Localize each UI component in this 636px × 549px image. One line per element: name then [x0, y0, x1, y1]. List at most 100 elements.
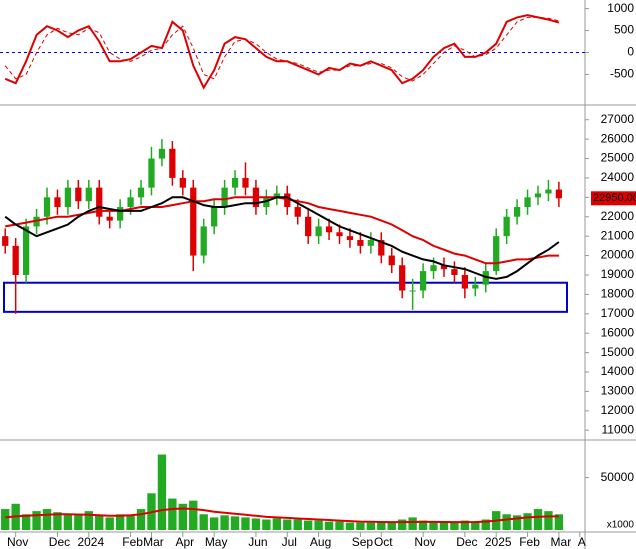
volume-bar	[199, 514, 208, 530]
volume-bar	[387, 521, 396, 530]
volume-bar	[209, 517, 219, 530]
x-tick-label: Nov	[414, 535, 435, 549]
x-tick-label: A	[578, 535, 586, 549]
last-price-box	[591, 191, 636, 206]
candle-body	[75, 187, 82, 202]
candle-body	[430, 265, 437, 272]
volume-bar	[303, 520, 313, 530]
volume-bar	[544, 511, 553, 530]
candle-body	[472, 284, 479, 289]
volume-bar	[230, 516, 240, 530]
volume-bar	[523, 513, 532, 530]
volume-bar	[345, 522, 355, 530]
candle-body	[315, 226, 322, 237]
candle-body	[503, 216, 510, 237]
volume-bar	[533, 509, 543, 530]
volume-bar	[439, 522, 449, 530]
candle-body	[106, 216, 113, 221]
y-tick-label: 26000	[601, 131, 635, 145]
candle-body	[179, 177, 186, 188]
y-tick-label: 0	[627, 45, 634, 59]
volume-bar	[366, 522, 376, 530]
volume-bar	[429, 521, 438, 530]
y-tick-label: 15000	[601, 345, 635, 359]
x-tick-label: Apr	[175, 535, 194, 549]
y-tick-label: 18000	[601, 287, 635, 301]
candle-body	[440, 265, 448, 270]
candle-body	[555, 189, 563, 199]
candle-body	[534, 193, 542, 198]
candle-body	[378, 240, 385, 256]
y-tick-label: 13000	[601, 384, 635, 398]
volume-bar	[460, 520, 470, 530]
candle-body	[524, 197, 531, 208]
x-tick-label: Aug	[310, 535, 331, 549]
candle-body	[221, 187, 228, 208]
candle-body	[357, 240, 364, 246]
volume-bar	[272, 518, 282, 530]
x-tick-label: Feb	[519, 535, 540, 549]
x-tick-label: Oct	[374, 535, 393, 549]
volume-bar	[74, 514, 83, 530]
candle-body	[2, 236, 9, 246]
volume-bar	[324, 521, 334, 530]
volume-bar	[136, 509, 146, 530]
y-tick-label: 50000	[601, 470, 635, 484]
candle-body	[336, 232, 343, 237]
volume-bar	[95, 515, 104, 530]
y-tick-label: 1000	[607, 1, 634, 15]
volume-bar	[450, 522, 459, 530]
volume-bar	[220, 515, 229, 530]
volume-bar	[335, 521, 344, 530]
volume-bar	[251, 518, 261, 530]
volume-bar	[314, 520, 323, 530]
x-tick-label: Feb	[122, 535, 143, 549]
x-tick-label: Dec	[456, 535, 477, 549]
candle-body	[294, 207, 301, 217]
candle-body	[96, 187, 103, 217]
candle-body	[388, 255, 395, 266]
volume-bar	[63, 514, 73, 530]
candle-body	[211, 207, 218, 227]
x-tick-label: Jul	[282, 535, 297, 549]
volume-bar	[293, 519, 302, 530]
last-price-label: 22950.00	[593, 192, 636, 204]
volume-bar	[241, 517, 250, 530]
candle-body	[305, 216, 312, 237]
volume-bar	[84, 511, 93, 530]
volume-bar	[126, 515, 135, 530]
y-tick-label: 12000	[601, 403, 635, 417]
x-tick-label: Dec	[49, 535, 70, 549]
volume-bar	[168, 498, 177, 530]
volume-bar	[42, 509, 52, 530]
volume-bar	[157, 454, 167, 530]
line-series	[4, 16, 560, 82]
candle-body	[273, 193, 280, 198]
volume-bar	[356, 522, 365, 530]
volume-bar	[178, 503, 187, 530]
volume-bar	[105, 517, 114, 530]
candle-body	[231, 177, 239, 188]
volume-bar	[115, 514, 125, 530]
candle-body	[419, 271, 427, 291]
candle-body	[117, 207, 124, 221]
candle-body	[54, 197, 61, 208]
x-tick-label: Sep	[352, 535, 374, 549]
y-tick-label: -500	[610, 67, 634, 81]
x-tick-label: Mar	[551, 535, 572, 549]
y-tick-label: 16000	[601, 325, 635, 339]
volume-bar	[1, 509, 10, 530]
x-tick-label: Jun	[248, 535, 267, 549]
x-tick-label: May	[205, 535, 228, 549]
y-tick-label: 17000	[601, 306, 635, 320]
volume-bar	[189, 500, 198, 530]
candle-body	[461, 274, 468, 289]
unit-label: x1000	[607, 520, 635, 531]
candle-body	[158, 148, 166, 159]
candle-body	[148, 158, 155, 188]
volume-bar	[283, 519, 292, 530]
candle-body	[137, 187, 145, 198]
candle-body	[127, 197, 134, 208]
